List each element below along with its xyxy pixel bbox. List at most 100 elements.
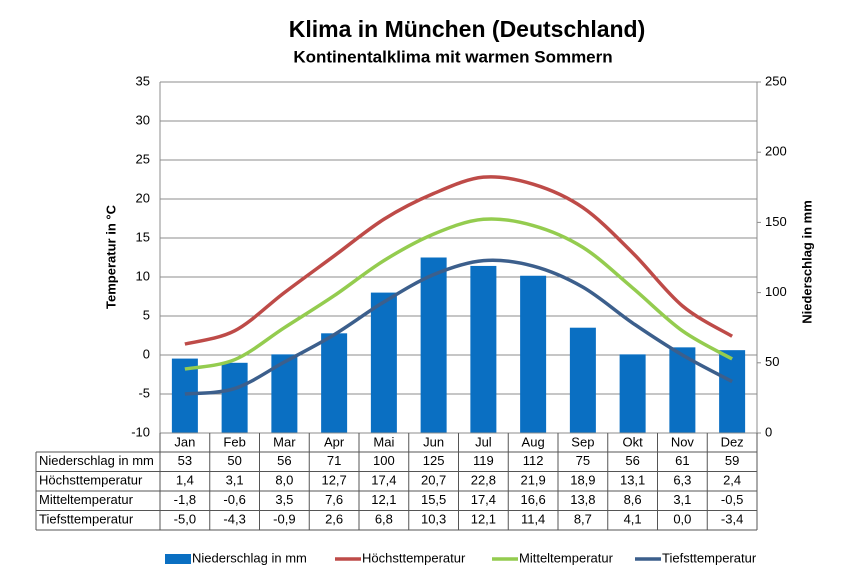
table-cell: 3,1	[226, 473, 244, 488]
y2-tick-label: 250	[765, 73, 787, 88]
line	[184, 217, 733, 371]
table-cell: 10,3	[421, 512, 446, 527]
table-cell: 8,7	[574, 512, 592, 527]
x-tick-label: Mai	[373, 434, 394, 449]
table-row-label: Tiefsttemperatur	[39, 512, 134, 527]
table-cell: 56	[625, 453, 639, 468]
legend-label: Höchsttemperatur	[362, 550, 466, 565]
y2-tick-label: 200	[765, 144, 787, 159]
table-cell: 15,5	[421, 492, 446, 507]
table-cell: 56	[277, 453, 291, 468]
bar	[221, 362, 248, 433]
legend-label: Niederschlag in mm	[192, 550, 307, 565]
table-cell: 11,4	[521, 512, 545, 527]
bar	[719, 350, 746, 433]
table-row-label: Höchsttemperatur	[39, 473, 143, 488]
y2-tick-label: 100	[765, 284, 787, 299]
table-cell: 53	[178, 453, 192, 468]
table-cell: 12,7	[321, 473, 346, 488]
table-cell: 75	[576, 453, 590, 468]
bar	[520, 275, 547, 433]
x-tick-label: Sep	[571, 434, 594, 449]
y2-tick-label: 50	[765, 354, 779, 369]
y-tick-label: 25	[136, 151, 150, 166]
y-tick-label: 0	[143, 346, 150, 361]
legend-label: Mitteltemperatur	[519, 550, 614, 565]
bar	[370, 292, 397, 433]
table-cell: 6,8	[375, 512, 393, 527]
table-cell: 61	[675, 453, 689, 468]
table-cell: 16,6	[520, 492, 545, 507]
x-tick-label: Jun	[423, 434, 444, 449]
table-cell: 13,8	[570, 492, 595, 507]
bar	[171, 358, 198, 433]
table-cell: 18,9	[570, 473, 595, 488]
line	[184, 258, 733, 396]
y-tick-label: 30	[136, 112, 150, 127]
table-cell: 3,5	[275, 492, 293, 507]
table-cell: 1,4	[176, 473, 194, 488]
legend-label: Tiefsttemperatur	[662, 550, 757, 565]
line	[184, 175, 734, 346]
table-cell: 50	[227, 453, 241, 468]
y-tick-label: 35	[136, 73, 150, 88]
table-cell: 112	[523, 453, 544, 468]
bar	[420, 257, 447, 433]
table-cell: 0,0	[673, 512, 691, 527]
x-tick-label: Feb	[223, 434, 245, 449]
y-tick-label: -10	[131, 424, 150, 439]
table-cell: 8,0	[275, 473, 293, 488]
bar	[619, 354, 646, 433]
table-cell: -1,8	[174, 492, 196, 507]
table-cell: 8,6	[624, 492, 642, 507]
table-row-label: Niederschlag in mm	[39, 453, 154, 468]
table-row-label: Mitteltemperatur	[39, 492, 134, 507]
table-cell: 20,7	[421, 473, 446, 488]
chart-subtitle: Kontinentalklima mit warmen Sommern	[293, 47, 612, 66]
table-cell: -0,6	[223, 492, 245, 507]
y2-axis-title: Niederschlag in mm	[799, 200, 814, 324]
table-cell: 2,4	[723, 473, 741, 488]
x-tick-label: Aug	[522, 434, 545, 449]
x-tick-label: Apr	[324, 434, 345, 449]
table-cell: 119	[473, 453, 494, 468]
table-cell: 7,6	[325, 492, 343, 507]
table-cell: 22,8	[471, 473, 496, 488]
x-tick-label: Mar	[273, 434, 296, 449]
bar	[321, 333, 348, 433]
x-tick-label: Okt	[623, 434, 644, 449]
table-cell: 6,3	[673, 473, 691, 488]
table-cell: 71	[327, 453, 341, 468]
table-cell: 59	[725, 453, 739, 468]
chart-title: Klima in München (Deutschland)	[289, 16, 646, 42]
y-tick-label: 10	[136, 268, 150, 283]
y-tick-label: -5	[138, 385, 150, 400]
table-cell: 12,1	[371, 492, 396, 507]
y-tick-label: 5	[143, 307, 150, 322]
table-cell: 17,4	[371, 473, 396, 488]
y-tick-label: 20	[136, 190, 150, 205]
y2-tick-label: 150	[765, 214, 787, 229]
table-cell: 3,1	[673, 492, 691, 507]
table-cell: 125	[423, 453, 445, 468]
y2-tick-label: 0	[765, 424, 772, 439]
table-cell: -0,5	[721, 492, 743, 507]
table-cell: -5,0	[174, 512, 196, 527]
bar	[569, 327, 596, 433]
table-cell: 13,1	[620, 473, 645, 488]
table-cell: 21,9	[520, 473, 545, 488]
table-cell: 17,4	[471, 492, 496, 507]
legend-swatch	[165, 554, 191, 564]
table-cell: -0,9	[273, 512, 295, 527]
table-cell: 2,6	[325, 512, 343, 527]
table-cell: 12,1	[471, 512, 496, 527]
table-cell: -4,3	[223, 512, 245, 527]
x-tick-label: Dez	[721, 434, 744, 449]
x-tick-label: Nov	[671, 434, 695, 449]
x-tick-label: Jul	[475, 434, 492, 449]
table-cell: -3,4	[721, 512, 743, 527]
x-tick-label: Jan	[174, 434, 195, 449]
y-tick-label: 15	[136, 229, 150, 244]
bar	[470, 265, 497, 433]
